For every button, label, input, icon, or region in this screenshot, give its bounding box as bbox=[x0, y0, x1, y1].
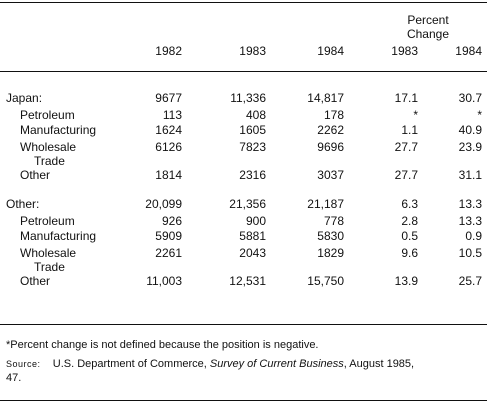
cell-pct-1983: * bbox=[413, 108, 418, 122]
cell-1982: 6126 bbox=[155, 140, 182, 154]
cell-1982: 1814 bbox=[155, 168, 182, 182]
cell-pct-1984: 23.9 bbox=[458, 140, 482, 154]
source-label: Source: bbox=[6, 359, 41, 369]
col-header-1983: 1983 bbox=[239, 44, 266, 58]
col-header-pct-1983: 1983 bbox=[391, 44, 418, 58]
cell-pct-1984: 40.9 bbox=[458, 123, 482, 137]
cell-1982: 9677 bbox=[155, 91, 182, 105]
cell-1982: 2261 bbox=[155, 246, 182, 260]
cell-pct-1983: 2.8 bbox=[401, 214, 418, 228]
cell-pct-1983: 9.6 bbox=[401, 246, 418, 260]
cell-1983: 408 bbox=[245, 108, 266, 122]
cell-pct-1984: 31.1 bbox=[458, 168, 482, 182]
source-title: Survey of Current Business bbox=[209, 358, 344, 370]
cell-1984: 178 bbox=[323, 108, 344, 122]
row-label: Other bbox=[20, 168, 51, 182]
cell-1984: 14,817 bbox=[307, 91, 344, 105]
cell-1983: 900 bbox=[245, 214, 266, 228]
source-text: U.S. Department of Commerce, bbox=[52, 358, 210, 370]
cell-pct-1984: 13.3 bbox=[458, 197, 482, 211]
row-label: Petroleum bbox=[20, 108, 75, 122]
cell-1983: 11,336 bbox=[230, 91, 266, 105]
footnote-rule bbox=[0, 324, 487, 325]
group-label: Japan: bbox=[6, 91, 43, 105]
cell-1983: 7823 bbox=[239, 140, 266, 154]
row-label: Manufacturing bbox=[20, 229, 97, 243]
cell-1982: 926 bbox=[161, 214, 182, 228]
cell-pct-1984: 0.9 bbox=[465, 229, 482, 243]
cell-1982: 1624 bbox=[155, 123, 182, 137]
cell-1983: 2316 bbox=[239, 168, 266, 182]
cell-1984: 3037 bbox=[317, 168, 344, 182]
cell-1982: 20,099 bbox=[145, 197, 182, 211]
cell-pct-1983: 1.1 bbox=[401, 123, 418, 137]
col-header-1984: 1984 bbox=[317, 44, 344, 58]
row-label: Other bbox=[20, 274, 51, 288]
cell-1984: 2262 bbox=[317, 123, 344, 137]
row-label: Wholesale bbox=[20, 140, 77, 154]
cell-pct-1983: 6.3 bbox=[401, 197, 418, 211]
cell-1984: 1829 bbox=[317, 246, 344, 260]
source-note: Source: U.S. Department of Commerce, Sur… bbox=[6, 357, 482, 371]
cell-1983: 1605 bbox=[239, 123, 266, 137]
cell-1984: 778 bbox=[323, 214, 344, 228]
row-label: Wholesale bbox=[20, 246, 77, 260]
percent-change-heading: Percent bbox=[407, 13, 449, 27]
row-label-continued: Trade bbox=[34, 260, 65, 274]
cell-1982: 113 bbox=[162, 108, 182, 122]
cell-1984: 15,750 bbox=[307, 274, 344, 288]
row-label: Petroleum bbox=[20, 214, 75, 228]
cell-pct-1983: 0.5 bbox=[401, 229, 418, 243]
cell-pct-1984: 30.7 bbox=[458, 91, 482, 105]
cell-1983: 21,356 bbox=[229, 197, 266, 211]
cell-1984: 5830 bbox=[317, 229, 344, 243]
cell-pct-1983: 27.7 bbox=[394, 140, 418, 154]
cell-pct-1984: * bbox=[477, 108, 482, 122]
cell-pct-1984: 13.3 bbox=[458, 214, 482, 228]
cell-1984: 21,187 bbox=[307, 197, 344, 211]
bottom-rule bbox=[0, 400, 487, 401]
row-label-continued: Trade bbox=[34, 154, 65, 168]
cell-1983: 12,531 bbox=[229, 274, 266, 288]
cell-pct-1984: 10.5 bbox=[458, 246, 482, 260]
cell-pct-1983: 17.1 bbox=[394, 91, 418, 105]
cell-1982: 5909 bbox=[155, 229, 182, 243]
footnote: *Percent change is not defined because t… bbox=[6, 339, 319, 351]
cell-1982: 11,003 bbox=[146, 274, 182, 288]
cell-pct-1983: 13.9 bbox=[394, 274, 418, 288]
col-header-1982: 1982 bbox=[155, 44, 182, 58]
cell-1983: 2043 bbox=[239, 246, 266, 260]
row-label: Manufacturing bbox=[20, 123, 97, 137]
header-rule bbox=[0, 71, 487, 72]
cell-pct-1983: 27.7 bbox=[394, 168, 418, 182]
cell-1983: 5881 bbox=[239, 229, 266, 243]
change-heading: Change bbox=[406, 27, 450, 41]
group-label: Other: bbox=[6, 197, 40, 211]
cell-pct-1984: 25.7 bbox=[458, 274, 482, 288]
source-text-after: , August 1985, bbox=[343, 358, 415, 370]
col-header-pct-1984: 1984 bbox=[455, 44, 482, 58]
top-rule bbox=[0, 2, 487, 3]
source-continuation: 47. bbox=[6, 372, 22, 384]
cell-1984: 9696 bbox=[317, 140, 344, 154]
